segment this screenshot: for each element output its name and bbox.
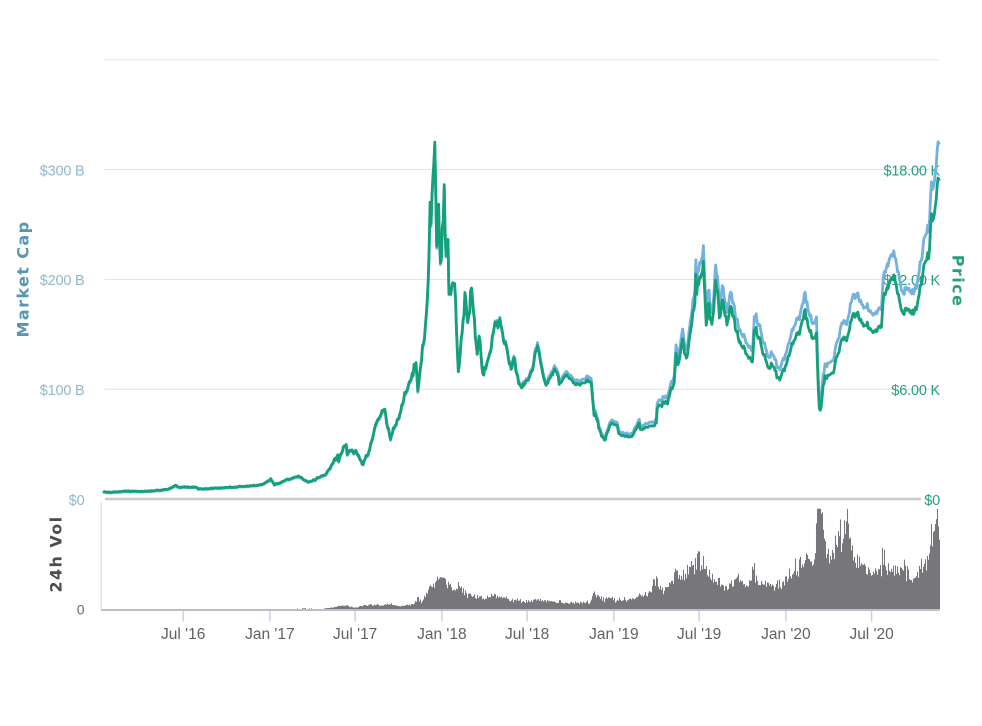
x-axis-label-Jul20: Jul '20 — [849, 626, 894, 643]
right-axis-label-0: $0 — [924, 493, 940, 509]
x-axis-label-Jan20: Jan '20 — [761, 626, 811, 643]
market-cap-line — [102, 140, 941, 495]
x-axis-label-Jul19: Jul '19 — [677, 626, 721, 643]
volume-axis-title: 24h Vol — [46, 515, 66, 593]
volume-axis-label-0: 0 — [77, 602, 85, 618]
left-axis-label-100B: $100 B — [40, 383, 85, 399]
x-axis-label-Jan17: Jan '17 — [245, 626, 295, 643]
volume-columns — [296, 508, 941, 610]
left-axis-title: Market Cap — [13, 220, 33, 338]
right-axis-label-600K: $6.00 K — [891, 383, 940, 399]
left-axis-label-200B: $200 B — [40, 273, 85, 289]
x-axis-label-Jul16: Jul '16 — [161, 626, 205, 643]
price-line — [102, 140, 941, 494]
right-axis-label-1200K: $12.00 K — [884, 273, 941, 289]
x-axis-label-Jul17: Jul '17 — [333, 626, 377, 643]
right-axis-title: Price — [948, 254, 968, 308]
x-axis-label-Jan19: Jan '19 — [589, 626, 639, 643]
x-axis-label-Jul18: Jul '18 — [505, 626, 549, 643]
x-axis-label-Jan18: Jan '18 — [417, 626, 467, 643]
left-axis-label-0: $0 — [69, 493, 85, 509]
right-axis-label-1800K: $18.00 K — [884, 163, 941, 179]
left-axis-label-300B: $300 B — [40, 163, 85, 179]
